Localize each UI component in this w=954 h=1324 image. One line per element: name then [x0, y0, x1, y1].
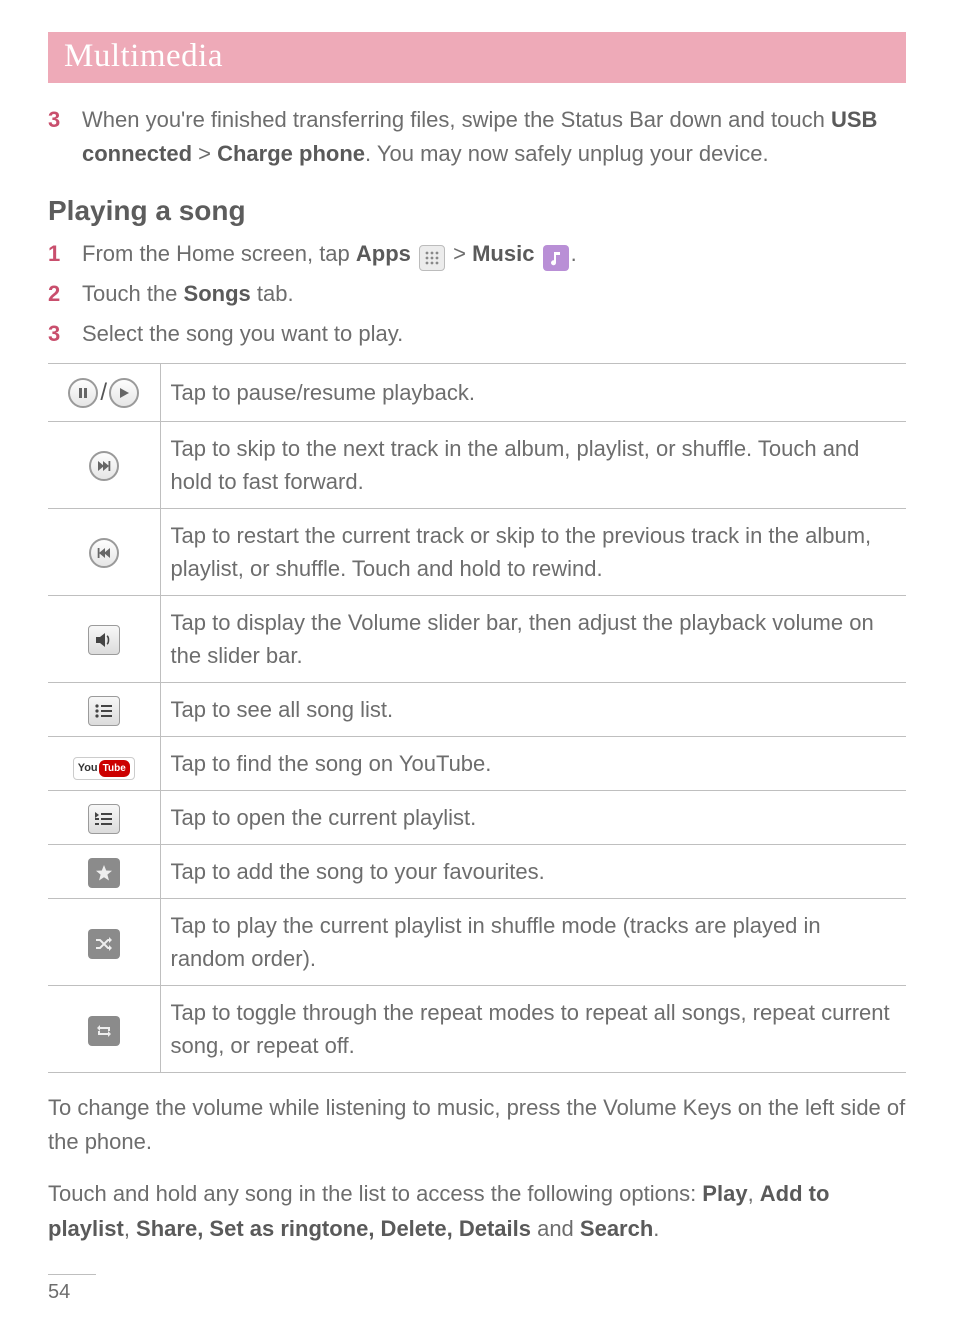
control-icon-cell — [48, 845, 160, 899]
volume-note: To change the volume while listening to … — [48, 1091, 906, 1159]
control-icon-cell — [48, 986, 160, 1073]
control-row: Tap to skip to the next track in the alb… — [48, 421, 906, 508]
control-row: / Tap to pause/resume playback. — [48, 364, 906, 421]
separator: / — [100, 379, 107, 406]
step-text: Touch the Songs tab. — [82, 277, 906, 311]
playlist-icon — [88, 804, 120, 834]
control-row: YouTube Tap to find the song on YouTube. — [48, 736, 906, 790]
control-icon-cell: YouTube — [48, 736, 160, 790]
control-description: Tap to toggle through the repeat modes t… — [160, 986, 906, 1073]
pause-icon — [68, 378, 98, 408]
youtube-icon: YouTube — [73, 757, 135, 780]
music-icon — [543, 245, 569, 271]
control-description: Tap to find the song on YouTube. — [160, 736, 906, 790]
step-text: Select the song you want to play. — [82, 317, 906, 351]
songlist-icon — [88, 696, 120, 726]
control-icon-cell — [48, 682, 160, 736]
pre-steps-list: 3When you're finished transferring files… — [48, 103, 906, 171]
control-description: Tap to play the current playlist in shuf… — [160, 899, 906, 986]
control-row: Tap to toggle through the repeat modes t… — [48, 986, 906, 1073]
repeat-icon — [88, 1016, 120, 1046]
control-row: Tap to open the current playlist. — [48, 790, 906, 844]
shuffle-icon — [88, 929, 120, 959]
control-row: Tap to add the song to your favourites. — [48, 845, 906, 899]
favourite-icon — [88, 858, 120, 888]
section-banner: Multimedia — [48, 32, 906, 83]
control-description: Tap to display the Volume slider bar, th… — [160, 595, 906, 682]
controls-table: / Tap to pause/resume playback.Tap to ski… — [48, 363, 906, 1073]
control-description: Tap to add the song to your favourites. — [160, 845, 906, 899]
control-description: Tap to skip to the next track in the alb… — [160, 421, 906, 508]
numbered-step: 3Select the song you want to play. — [48, 317, 906, 351]
control-description: Tap to restart the current track or skip… — [160, 508, 906, 595]
control-row: Tap to display the Volume slider bar, th… — [48, 595, 906, 682]
prev-track-icon — [89, 538, 119, 568]
control-description: Tap to open the current playlist. — [160, 790, 906, 844]
step-number: 3 — [48, 317, 82, 351]
step-number: 3 — [48, 103, 82, 137]
numbered-step: 2Touch the Songs tab. — [48, 277, 906, 311]
control-icon-cell: / — [48, 364, 160, 421]
manual-page: Multimedia 3When you're finished transfe… — [0, 0, 954, 1324]
numbered-step: 1From the Home screen, tap Apps > Music … — [48, 237, 906, 271]
step-text: From the Home screen, tap Apps > Music . — [82, 237, 906, 271]
control-icon-cell — [48, 595, 160, 682]
control-icon-cell — [48, 790, 160, 844]
numbered-step: 3When you're finished transferring files… — [48, 103, 906, 171]
volume-icon — [88, 625, 120, 655]
control-row: Tap to play the current playlist in shuf… — [48, 899, 906, 986]
step-number: 2 — [48, 277, 82, 311]
page-number: 54 — [48, 1274, 96, 1304]
apps-icon — [419, 245, 445, 271]
step-number: 1 — [48, 237, 82, 271]
steps-list: 1From the Home screen, tap Apps > Music … — [48, 237, 906, 351]
control-description: Tap to see all song list. — [160, 682, 906, 736]
control-icon-cell — [48, 421, 160, 508]
control-icon-cell — [48, 899, 160, 986]
control-row: Tap to restart the current track or skip… — [48, 508, 906, 595]
play-icon — [109, 378, 139, 408]
subhead-playing-a-song: Playing a song — [48, 195, 906, 227]
step-text: When you're finished transferring files,… — [82, 103, 906, 171]
control-description: Tap to pause/resume playback. — [160, 364, 906, 421]
hold-note: Touch and hold any song in the list to a… — [48, 1177, 906, 1245]
control-row: Tap to see all song list. — [48, 682, 906, 736]
control-icon-cell — [48, 508, 160, 595]
next-track-icon — [89, 451, 119, 481]
